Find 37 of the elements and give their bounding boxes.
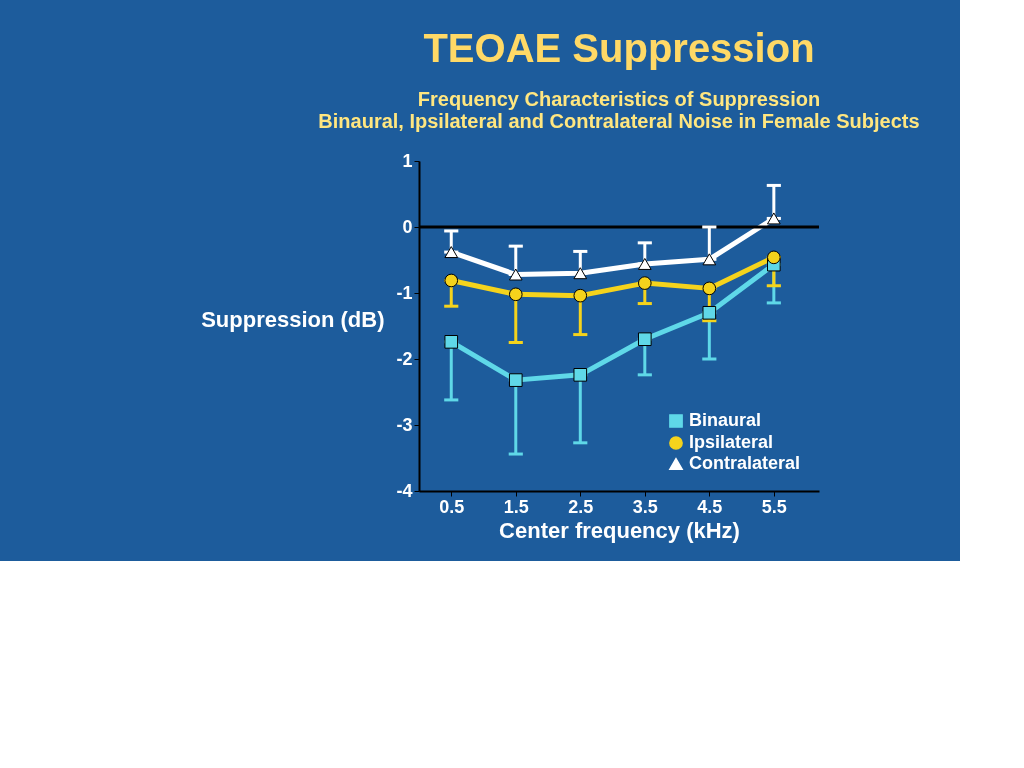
point <box>767 212 781 225</box>
x-tick-label: 2.5 <box>568 496 594 517</box>
x-tick-label: 4.5 <box>697 496 723 517</box>
text: Binaural, Ipsilateral and Contralateral Noise in Female Subjects <box>318 110 920 132</box>
legend-label: Ipsilateral <box>689 432 774 452</box>
y-tick-label: -2 <box>396 348 413 369</box>
x-tick-label: 1.5 <box>503 496 529 517</box>
point <box>508 268 523 281</box>
chart-subtitle: Frequency Characteristics of Suppression <box>417 88 821 110</box>
y-tick-label: 1 <box>402 150 413 171</box>
y-tick-label: -3 <box>396 414 413 435</box>
x-axis-title: Center frequency (kHz) <box>499 517 740 543</box>
point <box>444 335 459 349</box>
legend-label: Binaural <box>689 410 762 430</box>
point <box>508 287 523 302</box>
point <box>444 273 459 288</box>
point <box>702 253 717 266</box>
point <box>637 276 652 290</box>
point <box>702 305 717 320</box>
point <box>767 250 781 265</box>
x-tick-label: 5.5 <box>761 496 787 517</box>
point <box>573 288 588 303</box>
y-tick-label: -1 <box>396 282 413 303</box>
point <box>702 281 717 296</box>
point <box>573 368 588 382</box>
point <box>637 257 652 270</box>
y-tick-label: 0 <box>402 216 413 237</box>
x-tick-label: 0.5 <box>439 496 465 517</box>
y-tick-label: -4 <box>396 480 413 501</box>
y-axis-title: Suppression (dB) <box>201 306 385 332</box>
point <box>573 267 588 280</box>
point <box>508 373 523 387</box>
x-tick-label: 3.5 <box>632 496 658 517</box>
point <box>637 332 652 347</box>
legend-label: Contralateral <box>689 453 801 473</box>
chart-title: TEOAE Suppression <box>423 26 815 70</box>
point <box>444 246 459 259</box>
